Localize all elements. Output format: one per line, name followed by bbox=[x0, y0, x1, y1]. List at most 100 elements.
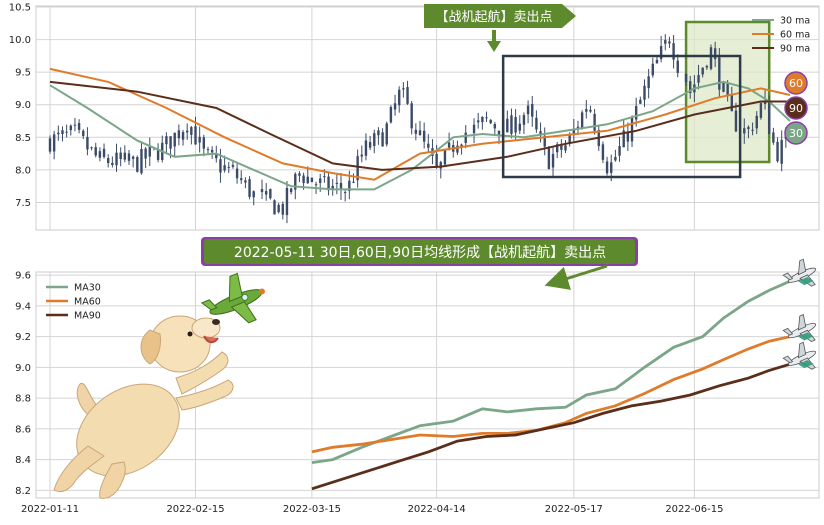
lower-y-tick: 9.2 bbox=[15, 332, 31, 343]
ma-badge-label: 30 bbox=[789, 127, 803, 140]
candle-body bbox=[759, 103, 763, 118]
ma-line-60ma bbox=[49, 67, 791, 181]
candle-body bbox=[140, 149, 143, 174]
airplane-icon bbox=[782, 313, 817, 343]
airplane-icon bbox=[782, 341, 817, 370]
candle-body bbox=[314, 184, 318, 186]
candle-body bbox=[709, 47, 713, 69]
candle-body bbox=[580, 112, 584, 129]
upper-y-tick: 9.0 bbox=[15, 100, 31, 111]
upper-y-tick: 8.5 bbox=[15, 133, 31, 144]
lower-ma-lines bbox=[311, 279, 791, 491]
candle-body bbox=[668, 41, 671, 44]
candle-body bbox=[127, 153, 131, 161]
top-signal-arrow-bg bbox=[424, 4, 576, 28]
candle-body bbox=[210, 149, 214, 153]
candle-body bbox=[718, 57, 721, 90]
down-arrow-icon bbox=[487, 41, 501, 52]
candle-body bbox=[102, 148, 106, 157]
candle-body bbox=[664, 40, 667, 44]
candle-body bbox=[111, 162, 114, 166]
candle-body bbox=[231, 164, 235, 167]
candle-body bbox=[780, 139, 783, 164]
candle-body bbox=[356, 156, 359, 181]
candle-body bbox=[285, 187, 289, 216]
candle-body bbox=[626, 131, 630, 142]
lower-x-axis: 2022-01-11 2022-02-15 2022-03-15 2022-04-14… bbox=[21, 504, 724, 515]
candle-body bbox=[298, 173, 301, 176]
candle-body bbox=[713, 48, 717, 60]
candle-body bbox=[260, 189, 264, 193]
ma-badge-label: 90 bbox=[789, 102, 803, 115]
candle-body bbox=[310, 177, 314, 183]
candle-body bbox=[269, 188, 272, 199]
candle-body bbox=[144, 148, 147, 159]
lower-y-tick: 8.6 bbox=[15, 424, 31, 435]
lower-y-tick: 8.4 bbox=[15, 455, 31, 466]
candle-body bbox=[560, 144, 563, 150]
candle-body bbox=[156, 149, 160, 160]
candle-body bbox=[659, 46, 663, 60]
candle-body bbox=[518, 123, 521, 131]
toy-plane-icon bbox=[200, 272, 265, 324]
candle-body bbox=[202, 137, 206, 149]
candle-body bbox=[477, 120, 480, 123]
candle-body bbox=[82, 130, 85, 136]
candle-body bbox=[543, 135, 546, 147]
candle-body bbox=[115, 152, 118, 166]
candle-body bbox=[726, 82, 729, 97]
upper-y-axis: 7.5 8.0 8.5 9.0 9.5 10.0 10.5 bbox=[9, 3, 31, 209]
candle-body bbox=[651, 63, 655, 76]
candle-body bbox=[772, 132, 775, 143]
legend-label: MA30 bbox=[74, 283, 101, 294]
candle-body bbox=[136, 157, 139, 172]
candle-body bbox=[472, 124, 476, 134]
candle-body bbox=[755, 115, 758, 129]
candle-body bbox=[481, 116, 484, 123]
lower-plot-area bbox=[35, 271, 820, 499]
airplane-icons bbox=[782, 258, 817, 370]
candle-body bbox=[734, 110, 738, 132]
upper-ma-lines bbox=[49, 67, 791, 191]
candle-body bbox=[198, 136, 201, 143]
upper-y-tick: 10.0 bbox=[9, 35, 31, 46]
candle-body bbox=[364, 140, 368, 156]
candle-body bbox=[273, 200, 276, 215]
candle-body bbox=[443, 149, 447, 165]
lower-legend: MA30 MA60 MA90 bbox=[46, 283, 101, 322]
candle-body bbox=[614, 156, 617, 161]
candle-body bbox=[618, 146, 621, 156]
candle-body bbox=[86, 137, 89, 150]
airplane-icon bbox=[782, 258, 817, 287]
candle-body bbox=[48, 138, 52, 152]
candle-body bbox=[730, 95, 733, 112]
candle-body bbox=[605, 161, 609, 174]
candle-body bbox=[684, 74, 688, 82]
upper-legend: 30 ma 60 ma 90 ma bbox=[752, 16, 810, 55]
candle-body bbox=[493, 124, 497, 129]
candle-body bbox=[572, 128, 576, 136]
lower-y-tick: 9.0 bbox=[15, 363, 31, 374]
candle-body bbox=[173, 132, 176, 147]
lower-y-tick: 9.4 bbox=[15, 301, 31, 312]
candle-body bbox=[352, 181, 355, 183]
candle-body bbox=[385, 123, 388, 145]
candle-body bbox=[165, 136, 168, 145]
lower-x-tick: 2022-06-15 bbox=[665, 504, 723, 515]
lower-grid bbox=[36, 272, 819, 498]
upper-y-tick: 9.5 bbox=[15, 68, 31, 79]
candle-body bbox=[185, 130, 189, 133]
lower-y-tick: 8.8 bbox=[15, 394, 31, 405]
legend-label: 90 ma bbox=[780, 44, 810, 55]
candle-body bbox=[381, 132, 384, 147]
upper-y-tick: 8.0 bbox=[15, 165, 31, 176]
candle-body bbox=[555, 144, 559, 153]
candle-body bbox=[705, 65, 709, 68]
legend-label: 60 ma bbox=[780, 30, 810, 41]
candle-body bbox=[506, 118, 509, 133]
candle-body bbox=[547, 148, 551, 170]
candle-body bbox=[647, 76, 650, 89]
candle-body bbox=[248, 179, 251, 197]
